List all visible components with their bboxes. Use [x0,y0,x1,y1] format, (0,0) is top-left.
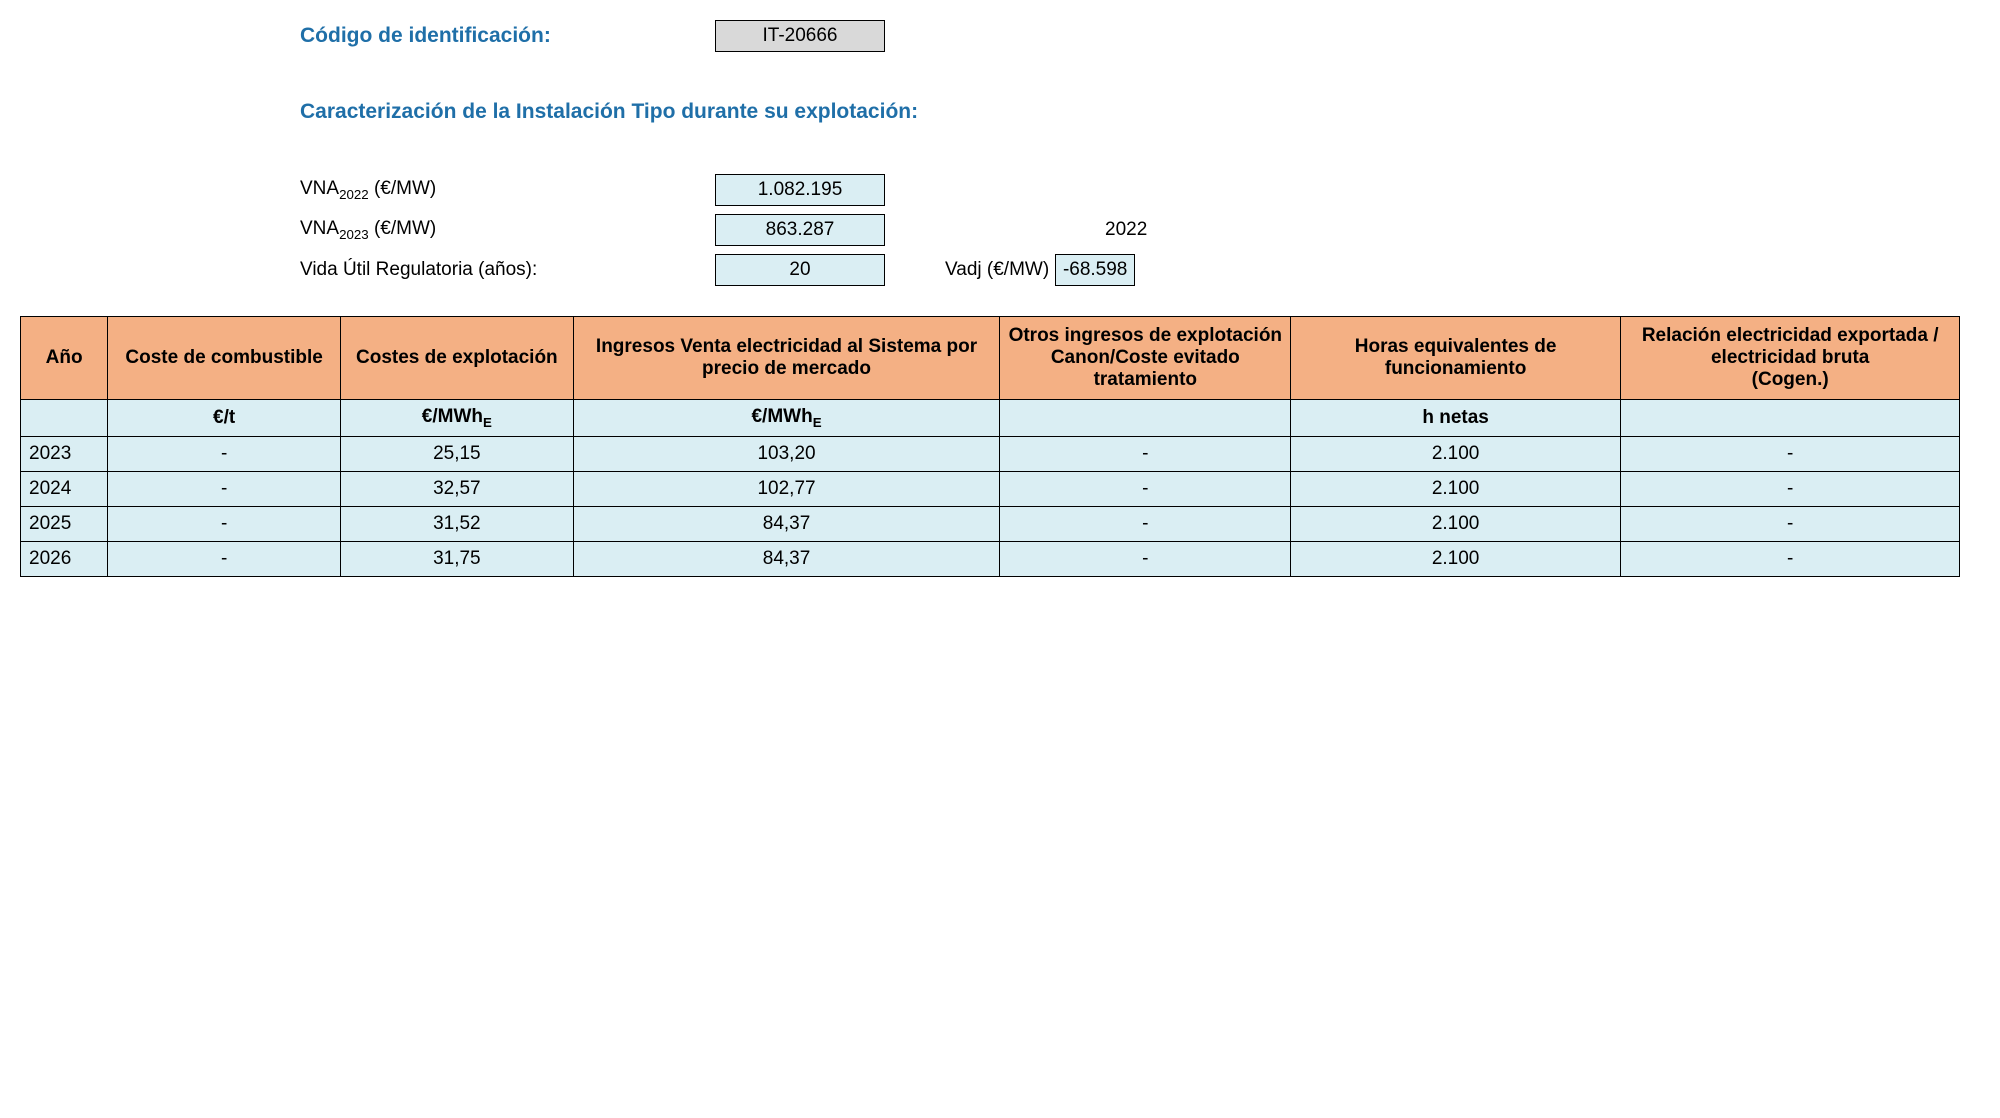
table-cell: 32,57 [340,471,573,506]
vida-label: Vida Útil Regulatoria (años): [300,259,715,281]
table-cell: - [1620,471,1959,506]
table-row: 2025-31,5284,37-2.100- [21,506,1960,541]
vna2023-suffix: (€/MW) [369,218,437,239]
vna2022-sub: 2022 [339,187,369,202]
table-cell: 102,77 [573,471,1000,506]
header-section: Código de identificación: IT-20666 Carac… [300,20,1980,286]
table-cell: - [1000,471,1291,506]
vadj-group: Vadj (€/MW) -68.598 [945,254,1135,286]
vna2023-prefix: VNA [300,218,339,239]
table-cell: 31,75 [340,541,573,576]
codigo-label: Código de identificación: [300,24,715,48]
vna2022-label: VNA2022 (€/MW) [300,178,715,202]
table-cell: 2025 [21,506,108,541]
vna2023-sub: 2023 [339,227,369,242]
table-unit-cell: €/t [108,400,341,437]
table-col-header: Coste de combustible [108,317,341,400]
table-cell: 2.100 [1291,471,1621,506]
table-cell: - [1000,436,1291,471]
table-col-header: Costes de explotación [340,317,573,400]
vida-row: Vida Útil Regulatoria (años): 20 Vadj (€… [300,254,1980,286]
table-unit-cell: €/MWhE [340,400,573,437]
table-head: AñoCoste de combustibleCostes de explota… [21,317,1960,400]
table-cell: - [1620,436,1959,471]
table-cell: 31,52 [340,506,573,541]
vna2023-value: 863.287 [715,214,885,246]
vadj-label: Vadj (€/MW) [945,259,1049,281]
table-col-header: Otros ingresos de explotación Canon/Cost… [1000,317,1291,400]
table-cell: 103,20 [573,436,1000,471]
table-cell: 84,37 [573,541,1000,576]
vadj-value: -68.598 [1055,254,1135,286]
table-cell: 84,37 [573,506,1000,541]
table-cell: - [108,506,341,541]
table-cell: 2023 [21,436,108,471]
table-cell: - [108,436,341,471]
table-body: €/t€/MWhE€/MWhEh netas2023-25,15103,20-2… [21,400,1960,577]
vida-value: 20 [715,254,885,286]
table-cell: 2.100 [1291,506,1621,541]
table-row: 2024-32,57102,77-2.100- [21,471,1960,506]
table-cell: 2.100 [1291,541,1621,576]
table-unit-cell [21,400,108,437]
table-cell: - [108,471,341,506]
vna2023-label: VNA2023 (€/MW) [300,218,715,242]
vna2022-prefix: VNA [300,178,339,199]
table-cell: - [108,541,341,576]
year-right: 2022 [1105,219,1147,241]
table-unit-cell: h netas [1291,400,1621,437]
table-unit-cell: €/MWhE [573,400,1000,437]
table-units-row: €/t€/MWhE€/MWhEh netas [21,400,1960,437]
table-cell: 2.100 [1291,436,1621,471]
table-cell: - [1000,506,1291,541]
table-unit-cell [1000,400,1291,437]
vna2022-suffix: (€/MW) [369,178,437,199]
table-col-header: Año [21,317,108,400]
table-cell: - [1620,506,1959,541]
table-cell: - [1620,541,1959,576]
codigo-value: IT-20666 [715,20,885,52]
table-cell: 2026 [21,541,108,576]
table-col-header: Relación electricidad exportada / electr… [1620,317,1959,400]
vna2022-value: 1.082.195 [715,174,885,206]
table-cell: - [1000,541,1291,576]
table-col-header: Horas equivalentes de funcionamiento [1291,317,1621,400]
table-row: 2023-25,15103,20-2.100- [21,436,1960,471]
data-table: AñoCoste de combustibleCostes de explota… [20,316,1960,577]
vna2022-row: VNA2022 (€/MW) 1.082.195 [300,174,1980,206]
vna2023-row: VNA2023 (€/MW) 863.287 2022 [300,214,1980,246]
table-cell: 25,15 [340,436,573,471]
table-col-header: Ingresos Venta electricidad al Sistema p… [573,317,1000,400]
table-cell: 2024 [21,471,108,506]
caracterizacion-label: Caracterización de la Instalación Tipo d… [300,100,1980,124]
table-header-row: AñoCoste de combustibleCostes de explota… [21,317,1960,400]
table-row: 2026-31,7584,37-2.100- [21,541,1960,576]
table-unit-cell [1620,400,1959,437]
codigo-row: Código de identificación: IT-20666 [300,20,1980,52]
